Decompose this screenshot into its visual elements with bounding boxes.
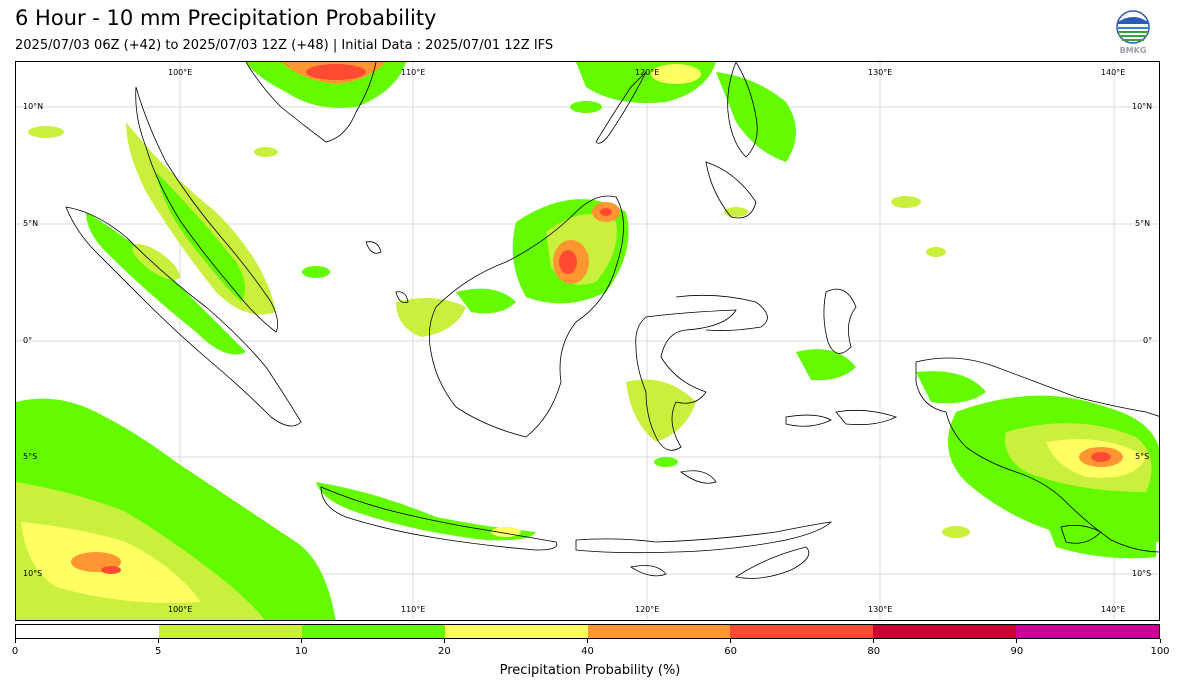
map-subtitle: 2025/07/03 06Z (+42) to 2025/07/03 12Z (… bbox=[15, 38, 554, 53]
colorbar-segment bbox=[1016, 625, 1159, 638]
colorbar-tick-mark bbox=[14, 639, 16, 643]
colorbar-tick-label: 80 bbox=[867, 646, 881, 657]
lon-label-top-130: 130°E bbox=[868, 68, 893, 77]
lon-label-top-120: 120°E bbox=[635, 68, 660, 77]
colorbar-tick-mark bbox=[1016, 639, 1018, 643]
lat-label-right-10s: 10°S bbox=[1132, 569, 1152, 578]
colorbar-tick-label: 100 bbox=[1150, 646, 1170, 657]
svg-text:BMKG: BMKG bbox=[1120, 46, 1147, 55]
colorbar bbox=[15, 624, 1160, 639]
colorbar-tick-label: 0 bbox=[11, 646, 19, 657]
lat-label-left-5n: 5°N bbox=[23, 219, 39, 228]
coastlines bbox=[65, 62, 1159, 579]
colorbar-tick-label: 40 bbox=[581, 646, 594, 657]
lat-label-left-0: 0° bbox=[23, 336, 33, 345]
colorbar-segment bbox=[587, 625, 731, 638]
colorbar-tick-label: 10 bbox=[294, 646, 308, 657]
colorbar-segment bbox=[444, 625, 588, 638]
lon-label-bottom-140: 140°E bbox=[1101, 605, 1126, 614]
colorbar-tick-mark bbox=[443, 639, 445, 643]
lon-label-top-110: 110°E bbox=[401, 68, 426, 77]
lon-label-top-100: 100°E bbox=[168, 68, 193, 77]
colorbar-segment bbox=[16, 625, 159, 638]
lat-label-left-5s: 5°S bbox=[23, 452, 38, 461]
colorbar-segment bbox=[158, 625, 302, 638]
colorbar-tick-mark bbox=[587, 639, 588, 643]
lat-label-right-0: 0° bbox=[1143, 336, 1153, 345]
lon-label-bottom-120: 120°E bbox=[635, 605, 660, 614]
colorbar-label: Precipitation Probability (%) bbox=[499, 663, 681, 678]
colorbar-tick-mark bbox=[730, 639, 732, 643]
lat-label-right-10n: 10°N bbox=[1132, 102, 1153, 111]
lat-label-left-10n: 10°N bbox=[23, 102, 44, 111]
colorbar-tick-mark bbox=[873, 639, 875, 643]
lon-label-bottom-130: 130°E bbox=[868, 605, 893, 614]
lat-label-right-5n: 5°N bbox=[1135, 219, 1151, 228]
colorbar-tick-mark bbox=[1159, 639, 1161, 643]
colorbar-tick-mark bbox=[157, 639, 159, 643]
colorbar-tick-label: 60 bbox=[724, 646, 737, 657]
colorbar-tick-label: 5 bbox=[154, 646, 162, 657]
bmkg-logo: BMKG bbox=[1114, 10, 1152, 56]
map-canvas bbox=[16, 62, 1159, 620]
lon-label-bottom-100: 100°E bbox=[168, 605, 193, 614]
colorbar-segment bbox=[730, 625, 874, 638]
precip-shading bbox=[16, 62, 1159, 620]
precipitation-map: 100°E 110°E 120°E 130°E 140°E 100°E 110°… bbox=[15, 61, 1160, 621]
lon-label-top-140: 140°E bbox=[1101, 68, 1126, 77]
colorbar-segment bbox=[873, 625, 1017, 638]
colorbar-tick-label: 90 bbox=[1010, 646, 1024, 657]
colorbar-tick-label: 20 bbox=[438, 646, 451, 657]
map-title: 6 Hour - 10 mm Precipitation Probability bbox=[15, 6, 437, 30]
lat-label-left-10s: 10°S bbox=[23, 569, 43, 578]
colorbar-tick-mark bbox=[300, 639, 302, 643]
lon-label-bottom-110: 110°E bbox=[401, 605, 426, 614]
lat-label-right-5s: 5°S bbox=[1135, 452, 1150, 461]
colorbar-segment bbox=[301, 625, 445, 638]
